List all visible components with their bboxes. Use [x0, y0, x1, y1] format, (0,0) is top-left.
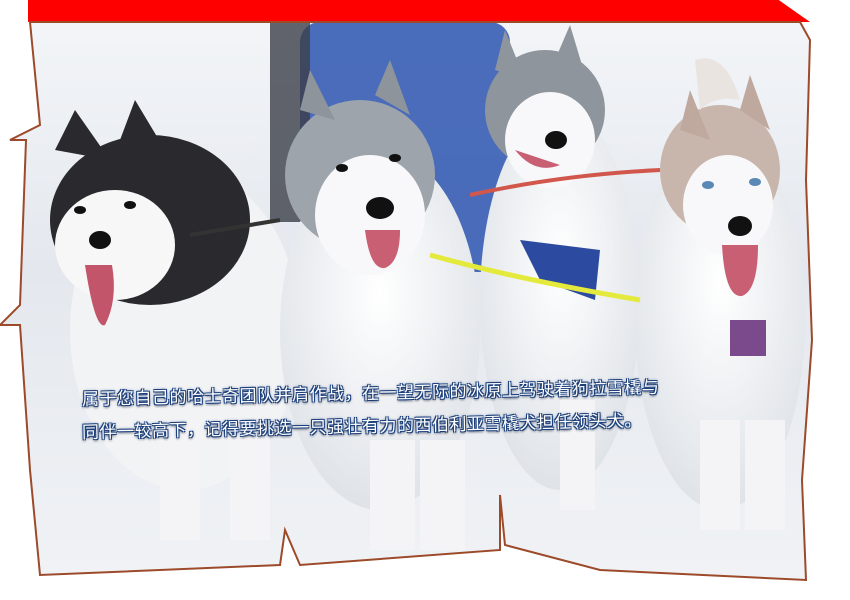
top-red-banner: [28, 0, 810, 22]
husky-dog-center-left: [280, 60, 480, 550]
husky-dog-center-right: [480, 25, 640, 510]
husky-dog-right: [635, 58, 805, 530]
husky-dog-left: [50, 100, 300, 540]
